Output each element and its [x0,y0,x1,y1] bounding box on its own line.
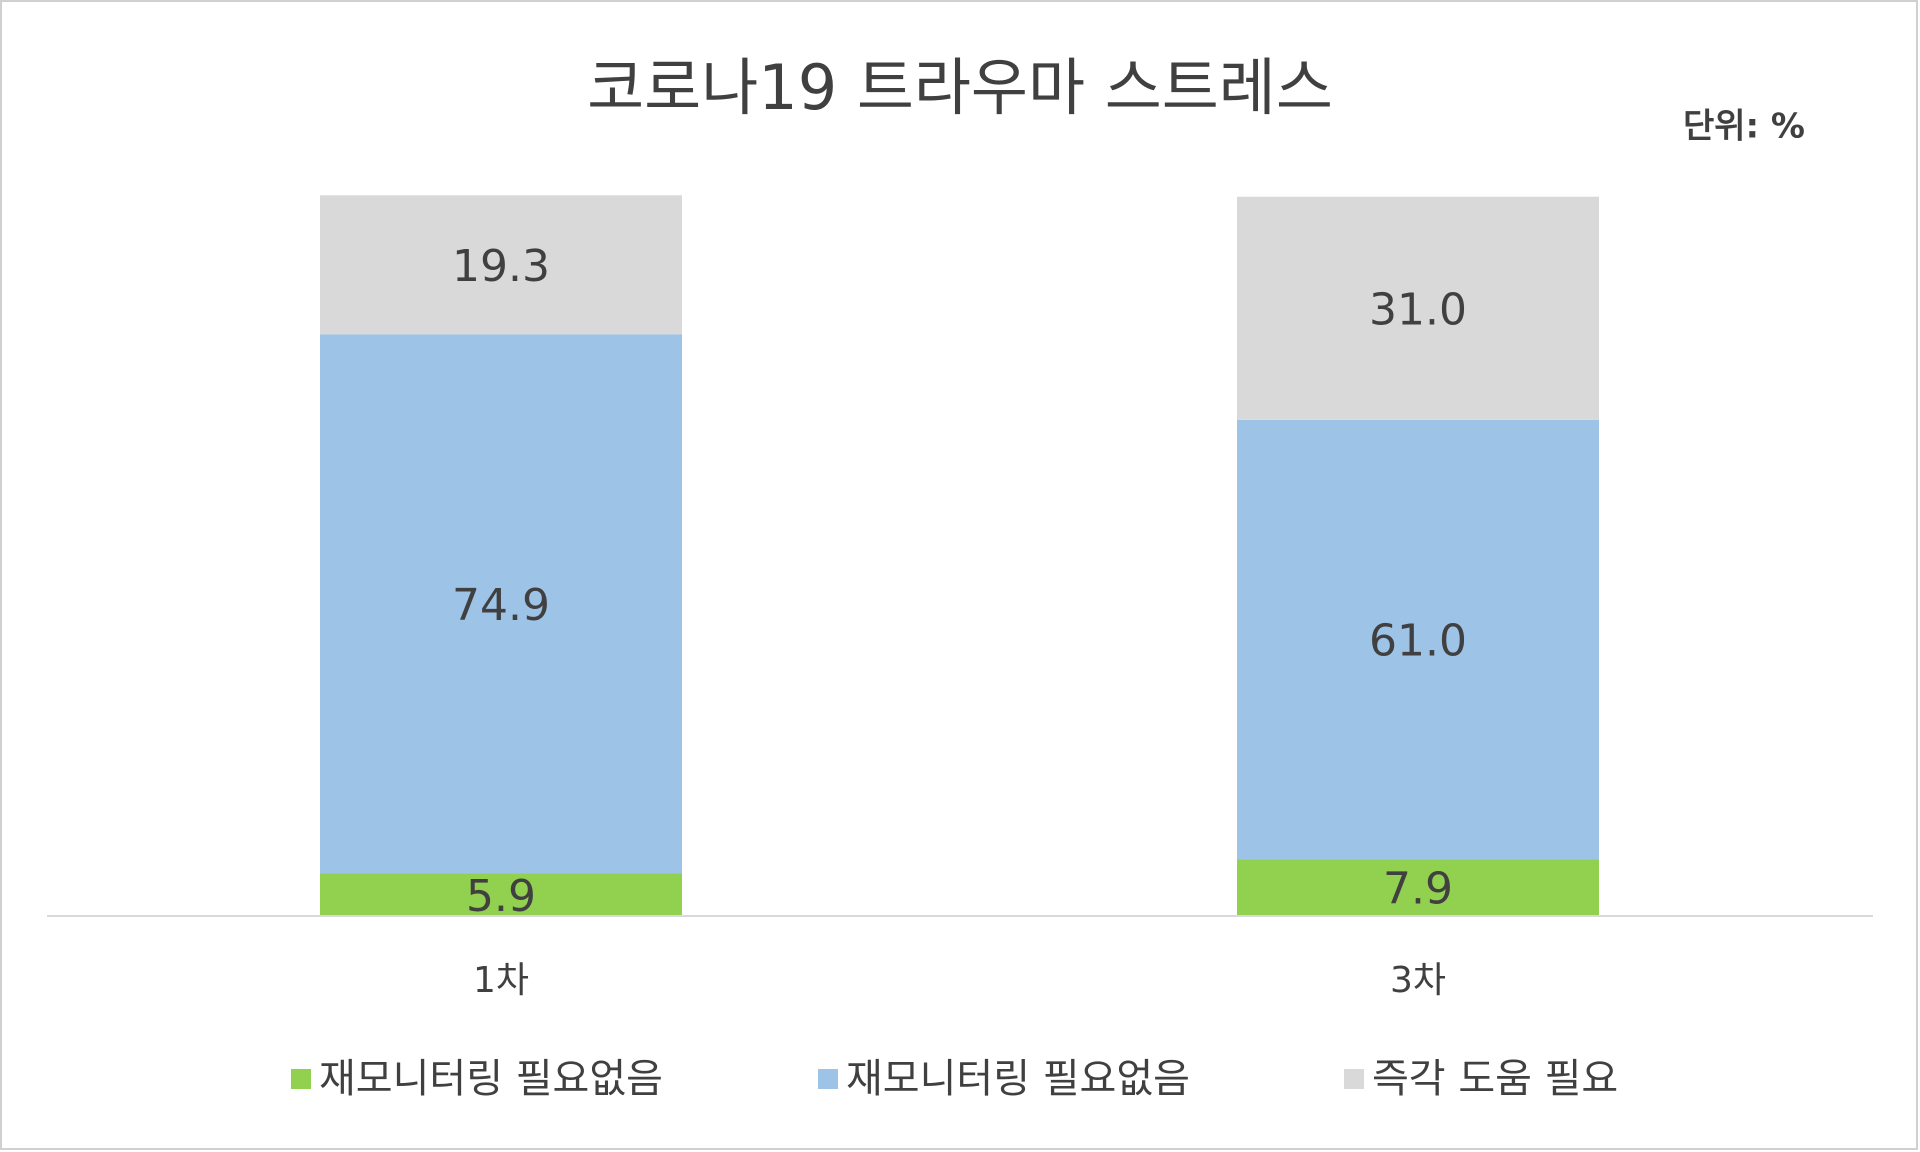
data-label: 7.9 [1383,864,1453,915]
legend-swatch [818,1069,838,1089]
bar-segment [320,334,682,874]
bar-segment [320,873,682,916]
legend-label: 즉각 도움 필요 [1372,1056,1618,1102]
bar-segment [1237,859,1599,916]
legend-label: 재모니터링 필요없음 [319,1056,663,1102]
data-label: 74.9 [452,580,550,631]
data-label: 61.0 [1369,616,1467,667]
bar-segment [320,195,682,335]
bar-segment [1237,419,1599,860]
data-label: 5.9 [466,871,536,922]
legend-swatch [291,1069,311,1089]
unit-label: 단위: % [1683,107,1805,147]
data-label: 19.3 [452,241,550,292]
x-tick-label: 1차 [473,960,529,1001]
legend-label: 재모니터링 필요없음 [846,1056,1190,1102]
x-tick-label: 3차 [1390,960,1446,1001]
bar-segment [1237,196,1599,420]
legend-swatch [1344,1069,1364,1089]
chart-title: 코로나19 트라우마 스트레스 [587,51,1333,124]
data-label: 31.0 [1369,284,1467,335]
